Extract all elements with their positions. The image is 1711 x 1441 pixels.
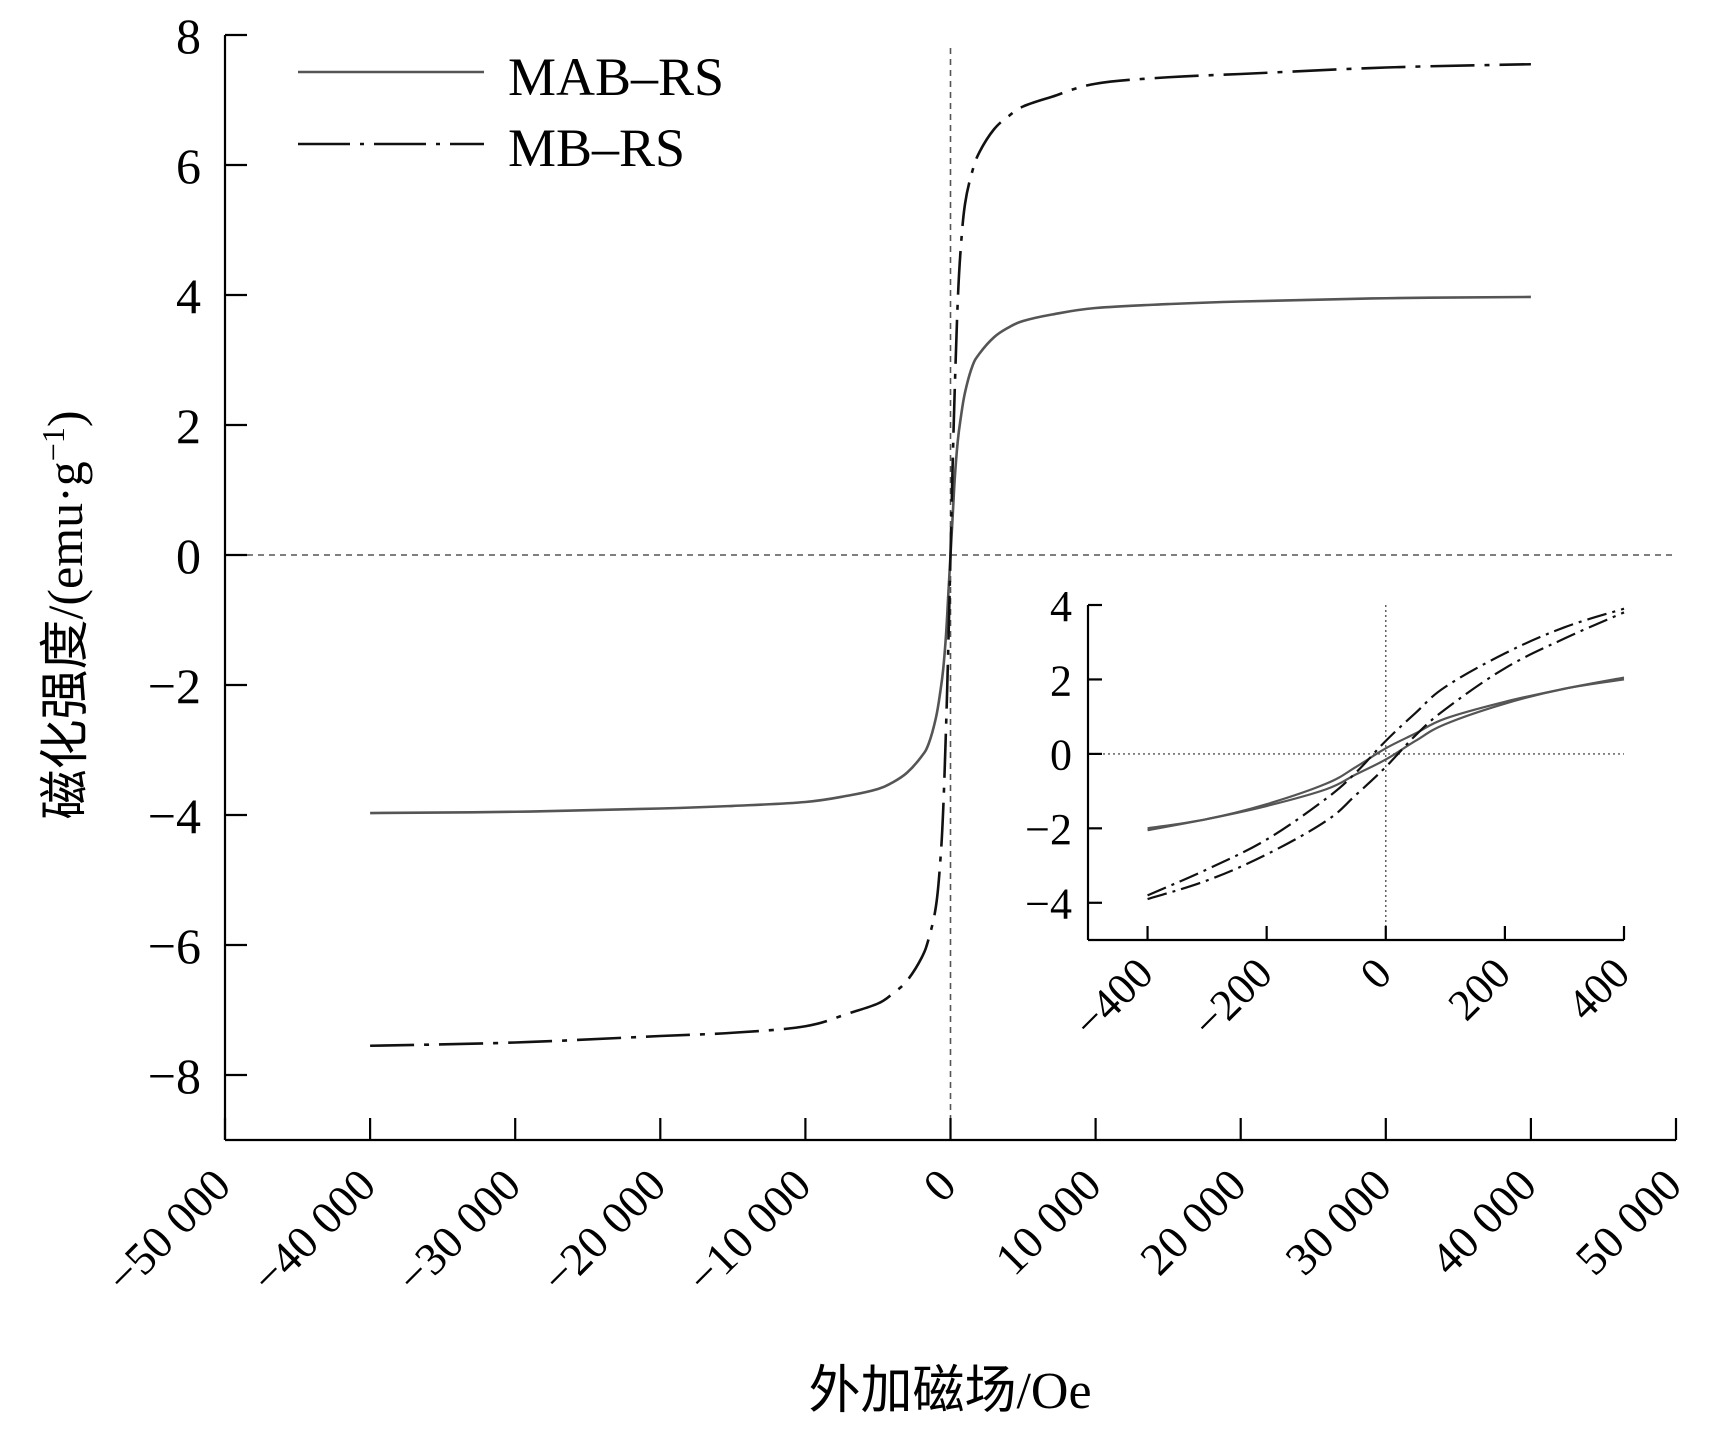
x-tick-label: −30 000 <box>386 1159 530 1303</box>
x-tick-label: −40 000 <box>241 1159 385 1303</box>
x-tick-label: −50 000 <box>96 1159 240 1303</box>
series-line-4 <box>1147 607 1625 897</box>
x-tick-label: 200 <box>1439 948 1520 1029</box>
legend-label-mab-rs: MAB–RS <box>508 47 724 107</box>
x-tick-label: 50 000 <box>1566 1159 1692 1285</box>
x-tick-label: 400 <box>1558 948 1639 1029</box>
y-axis-label: 磁化强度/(emu·g−1) <box>35 411 93 820</box>
x-tick-label: 40 000 <box>1420 1159 1546 1285</box>
legend-entry-mb-rs: MB–RS <box>298 118 685 178</box>
y-tick-label: −6 <box>148 918 201 974</box>
inset-plot: −4 −2 0 2 4 −400 −200 0 200 400 <box>1025 582 1639 1047</box>
y-tick-label: −2 <box>148 658 201 714</box>
legend-label-mb-rs: MB–RS <box>508 118 685 178</box>
series-line-2 <box>1147 676 1625 830</box>
y-tick-label: −4 <box>1025 880 1072 929</box>
x-tick-label: −10 000 <box>677 1159 821 1303</box>
y-tick-label: 0 <box>1050 731 1072 780</box>
x-tick-label: −20 000 <box>532 1159 676 1303</box>
x-tick-label: 30 000 <box>1275 1159 1401 1285</box>
y-tick-label: −2 <box>1025 805 1072 854</box>
y-tick-label: 2 <box>176 398 201 454</box>
y-tick-label: 6 <box>176 138 201 194</box>
x-axis-label: 外加磁场/Oe <box>808 1363 1091 1420</box>
series-line-3 <box>1147 611 1625 901</box>
series-line-2 <box>370 62 1531 1048</box>
y-tick-label: −8 <box>148 1048 201 1104</box>
x-tick-label: 0 <box>913 1159 965 1211</box>
legend: MAB–RS MB–RS <box>298 47 724 178</box>
y-tick-label: −4 <box>148 788 201 844</box>
x-tick-label: 10 000 <box>985 1159 1111 1285</box>
y-tick-label: 8 <box>176 8 201 64</box>
x-tick-label: −400 <box>1064 948 1163 1047</box>
x-tick-label: −200 <box>1183 948 1282 1047</box>
y-tick-label: 4 <box>176 268 201 324</box>
y-tick-label: 4 <box>1050 582 1072 631</box>
series-line-1 <box>1147 678 1625 832</box>
y-tick-label: 0 <box>176 528 201 584</box>
y-axis-label-superscript: −1 <box>35 427 71 461</box>
y-tick-label: 2 <box>1050 656 1072 705</box>
x-tick-label: 20 000 <box>1130 1159 1256 1285</box>
x-tick-label: 0 <box>1351 948 1401 998</box>
legend-entry-mab-rs: MAB–RS <box>298 47 724 107</box>
y-axis-label-close: ) <box>37 411 93 428</box>
y-axis-label-main: 磁化强度/(emu·g <box>37 461 93 819</box>
